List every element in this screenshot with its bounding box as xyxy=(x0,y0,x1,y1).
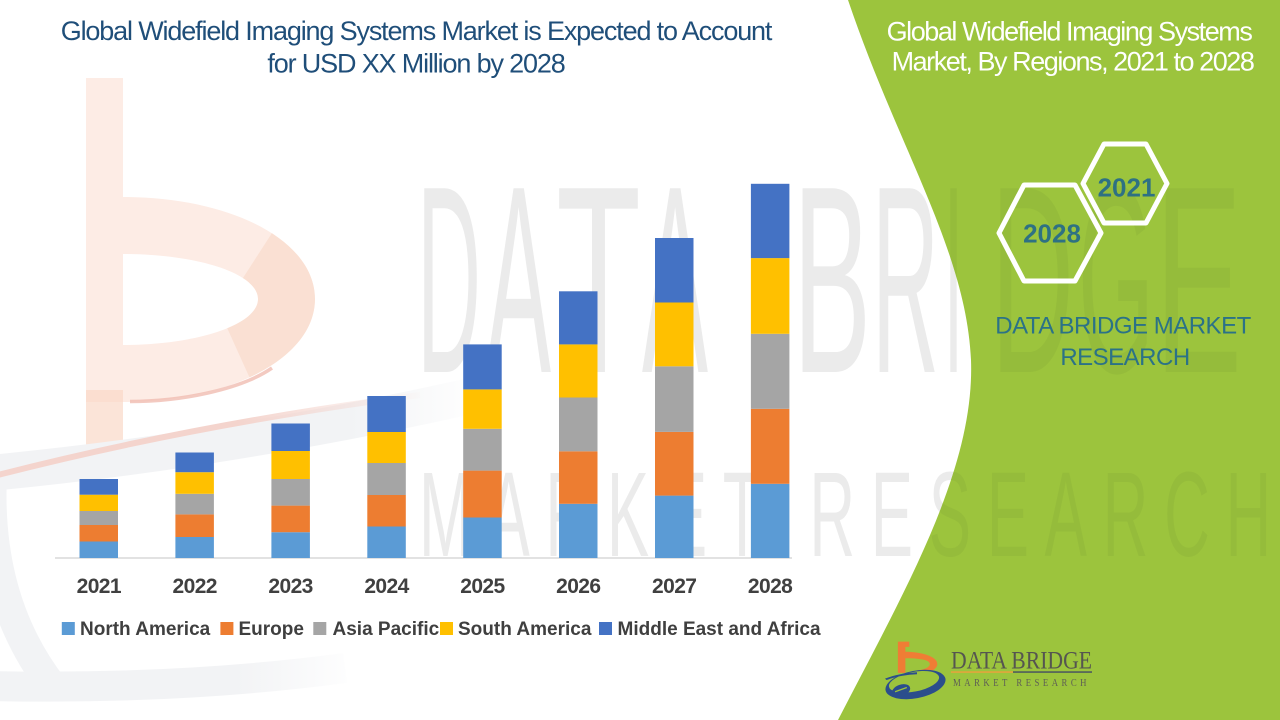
svg-text:RESEARCH: RESEARCH xyxy=(1060,344,1189,371)
svg-text:Global Widefield Imaging Syste: Global Widefield Imaging Systems Market … xyxy=(61,16,773,46)
svg-text:2026: 2026 xyxy=(556,575,600,598)
svg-text:2021: 2021 xyxy=(1098,173,1156,203)
svg-text:2021: 2021 xyxy=(77,575,122,598)
svg-text:Global Widefield Imaging Syste: Global Widefield Imaging Systems xyxy=(887,17,1253,47)
svg-text:Middle East and Africa: Middle East and Africa xyxy=(618,619,821,640)
svg-text:2022: 2022 xyxy=(173,575,217,598)
svg-text:2028: 2028 xyxy=(1023,219,1081,249)
svg-text:South America: South America xyxy=(458,619,592,640)
svg-text:DATA BRIDGE: DATA BRIDGE xyxy=(951,648,1092,675)
svg-text:2027: 2027 xyxy=(652,575,696,598)
svg-text:2028: 2028 xyxy=(748,575,793,598)
svg-text:Market, By Regions, 2021 to 20: Market, By Regions, 2021 to 2028 xyxy=(892,47,1254,77)
svg-text:for USD XX Million by 2028: for USD XX Million by 2028 xyxy=(267,49,564,79)
svg-text:2023: 2023 xyxy=(268,575,312,598)
svg-text:North America: North America xyxy=(80,619,211,640)
svg-text:DATA BRIDGE MARKET: DATA BRIDGE MARKET xyxy=(995,313,1251,340)
svg-text:Asia Pacific: Asia Pacific xyxy=(333,619,440,640)
svg-text:2025: 2025 xyxy=(460,575,505,598)
svg-text:Europe: Europe xyxy=(239,619,304,640)
svg-text:MARKET RESEARCH: MARKET RESEARCH xyxy=(953,678,1090,689)
svg-text:2024: 2024 xyxy=(364,575,409,598)
